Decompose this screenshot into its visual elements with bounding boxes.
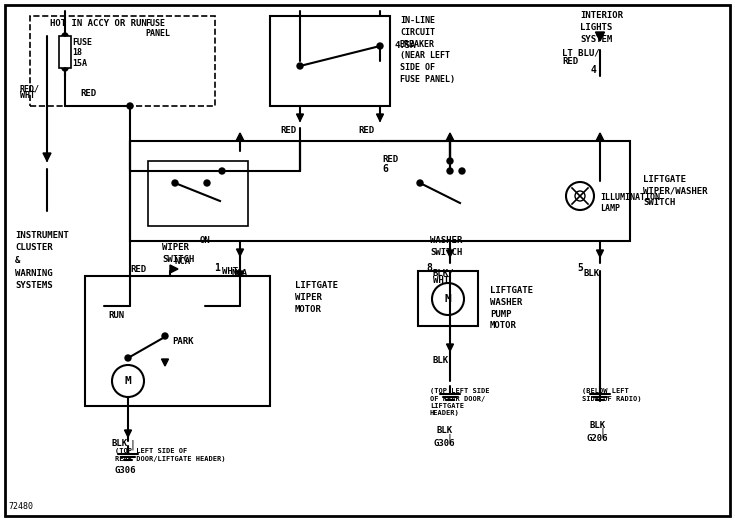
Circle shape	[162, 333, 168, 339]
Circle shape	[172, 180, 178, 186]
Text: 4.5A: 4.5A	[395, 42, 417, 51]
Polygon shape	[237, 249, 243, 256]
Circle shape	[204, 180, 210, 186]
Text: RED: RED	[358, 126, 374, 135]
Circle shape	[377, 43, 383, 49]
Text: LIFTGATE
WIPER
MOTOR: LIFTGATE WIPER MOTOR	[295, 281, 338, 314]
Polygon shape	[236, 133, 244, 141]
Polygon shape	[43, 153, 51, 161]
Circle shape	[447, 158, 453, 164]
Circle shape	[447, 168, 453, 174]
Text: RED: RED	[382, 155, 398, 164]
Polygon shape	[446, 250, 453, 257]
Text: FUSE
PANEL: FUSE PANEL	[145, 19, 170, 39]
Text: PARK: PARK	[172, 337, 193, 345]
Text: 1: 1	[214, 263, 220, 273]
Polygon shape	[296, 114, 304, 121]
Text: RED: RED	[280, 126, 296, 135]
Text: IN-LINE
CIRCUIT
BREAKER
(NEAR LEFT
SIDE OF
FUSE PANEL): IN-LINE CIRCUIT BREAKER (NEAR LEFT SIDE …	[400, 16, 455, 84]
Text: LIFTGATE
WASHER
PUMP
MOTOR: LIFTGATE WASHER PUMP MOTOR	[490, 286, 533, 330]
Circle shape	[219, 168, 225, 174]
Text: (TOP LEFT SIDE OF
REAR DOOR/LIFTGATE HEADER): (TOP LEFT SIDE OF REAR DOOR/LIFTGATE HEA…	[115, 448, 226, 462]
Text: RED/: RED/	[20, 84, 40, 93]
Circle shape	[127, 103, 133, 109]
Text: 72480: 72480	[8, 502, 33, 511]
Text: RED: RED	[130, 265, 146, 274]
Text: LT BLU/: LT BLU/	[562, 48, 600, 57]
Text: WASHER
SWITCH: WASHER SWITCH	[430, 236, 462, 257]
Polygon shape	[596, 173, 604, 181]
Text: M: M	[445, 294, 451, 304]
Text: BLK: BLK	[584, 269, 600, 278]
Text: RUN: RUN	[108, 312, 124, 320]
Bar	[148, 161, 248, 226]
Text: BLK: BLK	[433, 356, 449, 365]
Circle shape	[297, 168, 303, 174]
Text: 4: 4	[591, 65, 597, 75]
Polygon shape	[446, 344, 453, 351]
Polygon shape	[376, 114, 384, 121]
Text: 8: 8	[426, 263, 432, 273]
Bar	[130, 141, 630, 241]
Text: RED: RED	[562, 56, 578, 66]
Bar	[59, 36, 71, 68]
Polygon shape	[170, 265, 178, 273]
Text: INSTRUMENT
CLUSTER
&
WARNING
SYSTEMS: INSTRUMENT CLUSTER & WARNING SYSTEMS	[15, 231, 69, 290]
Circle shape	[62, 33, 68, 39]
Bar	[30, 16, 215, 106]
Circle shape	[112, 365, 144, 397]
Circle shape	[125, 355, 131, 361]
Circle shape	[417, 180, 423, 186]
Text: G206: G206	[587, 434, 609, 443]
Text: BLK: BLK	[112, 439, 128, 448]
Text: FUSE
18
15A: FUSE 18 15A	[72, 38, 92, 68]
Text: BLK: BLK	[590, 421, 606, 430]
Text: 6: 6	[382, 164, 388, 174]
Text: (TOP LEFT SIDE
OF REAR DOOR/
LIFTGATE
HEADER): (TOP LEFT SIDE OF REAR DOOR/ LIFTGATE HE…	[430, 388, 490, 416]
Circle shape	[62, 65, 68, 71]
Text: LIFTGATE
WIPER/WASHER
SWITCH: LIFTGATE WIPER/WASHER SWITCH	[643, 175, 708, 207]
Polygon shape	[124, 430, 132, 437]
Bar	[270, 16, 390, 106]
Circle shape	[432, 283, 464, 315]
Polygon shape	[595, 32, 604, 41]
Text: |: |	[130, 439, 136, 450]
Circle shape	[575, 191, 585, 201]
Polygon shape	[162, 359, 168, 366]
Circle shape	[459, 168, 465, 174]
Text: WHT: WHT	[433, 276, 449, 285]
Circle shape	[297, 63, 303, 69]
Text: |: |	[600, 428, 606, 439]
Text: |: |	[447, 433, 453, 443]
Polygon shape	[446, 133, 454, 141]
Polygon shape	[237, 271, 243, 278]
Bar	[85, 276, 270, 406]
Text: NCA: NCA	[175, 256, 191, 266]
Text: INTERIOR
LIGHTS
SYSTEM: INTERIOR LIGHTS SYSTEM	[580, 11, 623, 44]
Text: NCA: NCA	[232, 268, 248, 278]
Bar	[418, 271, 478, 326]
Text: WHT: WHT	[20, 91, 35, 100]
Text: RED: RED	[80, 89, 96, 97]
Polygon shape	[596, 133, 604, 141]
Text: 5: 5	[577, 263, 583, 273]
Text: BLK/: BLK/	[433, 269, 454, 278]
Text: BLK: BLK	[437, 426, 453, 435]
Text: M: M	[125, 376, 132, 386]
Polygon shape	[597, 250, 603, 257]
Text: G306: G306	[115, 466, 137, 475]
Circle shape	[566, 182, 594, 210]
Text: WIPER
SWITCH: WIPER SWITCH	[162, 243, 194, 264]
Text: ON: ON	[200, 236, 211, 245]
Text: ILLUMINATION
LAMP: ILLUMINATION LAMP	[600, 193, 660, 214]
Text: G306: G306	[434, 439, 456, 448]
Text: WHT: WHT	[222, 267, 238, 276]
Text: (BELOW LEFT
SIDE OF RADIO): (BELOW LEFT SIDE OF RADIO)	[582, 388, 642, 402]
Text: HOT IN ACCY OR RUN: HOT IN ACCY OR RUN	[50, 19, 147, 28]
